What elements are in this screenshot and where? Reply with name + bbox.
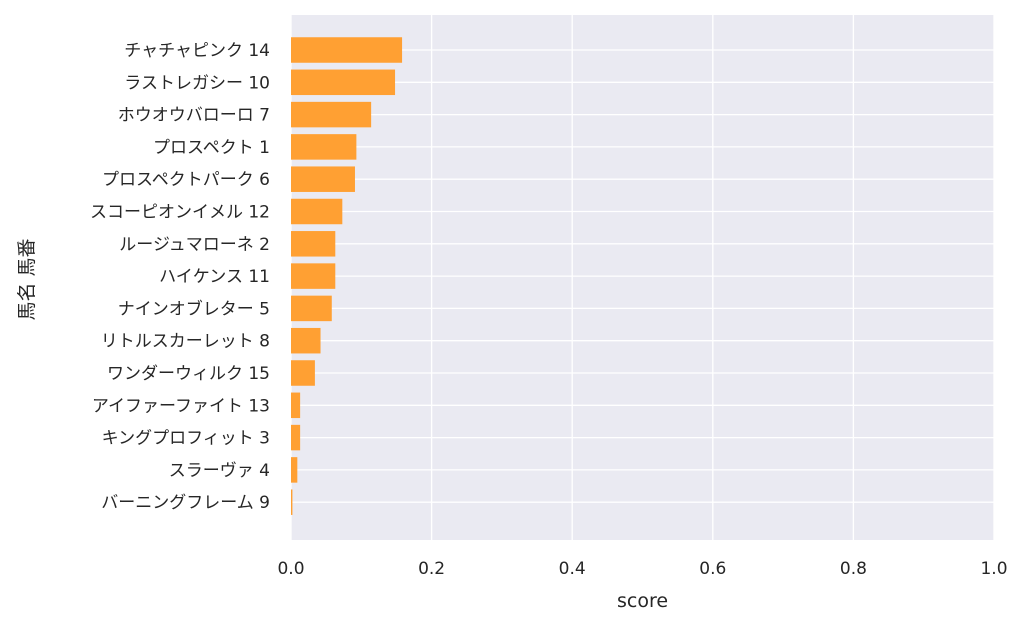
x-tick-label: 0.8 [840,559,867,579]
x-tick-label: 0.4 [559,559,586,579]
y-tick-label: ナインオブレター 5 [118,298,270,319]
x-tick-label: 0.6 [699,559,726,579]
y-tick-label: アイファーファイト 13 [92,396,270,416]
bar [291,360,315,386]
y-axis-title: 馬名 馬番 [16,238,38,320]
y-tick-label: チャチャピンク 14 [124,41,270,61]
bar [291,101,372,128]
x-tick-labels: 0.0 0.2 0.4 0.6 0.8 1.0 [277,559,1007,579]
y-tick-label: ハイケンス 11 [159,267,270,287]
grid-lines [290,15,995,540]
bar [291,166,355,192]
bar [291,263,336,289]
y-tick-label: バーニングフレーム 9 [101,493,270,513]
y-tick-label: ラストレガシー 10 [124,73,270,93]
y-tick-label: スラーヴァ 4 [169,461,270,481]
bar [291,457,298,483]
y-tick-label: プロスペクトパーク 6 [102,170,270,190]
y-tick-label: リトルスカーレット 8 [101,332,270,352]
bar [291,424,301,451]
x-tick-label: 0.2 [418,559,445,579]
x-tick-label: 1.0 [980,559,1007,579]
y-tick-label: ルージュマローネ 2 [119,235,270,255]
bar [291,198,343,225]
x-axis-title: score [617,590,668,612]
y-tick-label: プロスペクト 1 [153,138,270,158]
bar [291,37,403,63]
y-tick-label: キングプロフィット 3 [102,429,270,449]
bar [291,327,321,354]
bar [291,69,396,96]
y-tick-label: スコーピオンイメル 12 [90,203,270,223]
bar [291,134,357,160]
bars [291,37,403,515]
plot-area [291,15,994,540]
bar [291,392,301,419]
bar [291,295,332,322]
bar [291,489,293,515]
x-tick-label: 0.0 [277,559,304,579]
y-tick-labels: チャチャピンク 14 ラストレガシー 10 ホウオウバローロ 7 プロスペクト 1 プロ… [90,41,270,513]
bar [291,231,336,257]
y-tick-label: ワンダーウィルク 15 [107,364,270,384]
y-tick-label: ホウオウバローロ 7 [118,106,270,126]
